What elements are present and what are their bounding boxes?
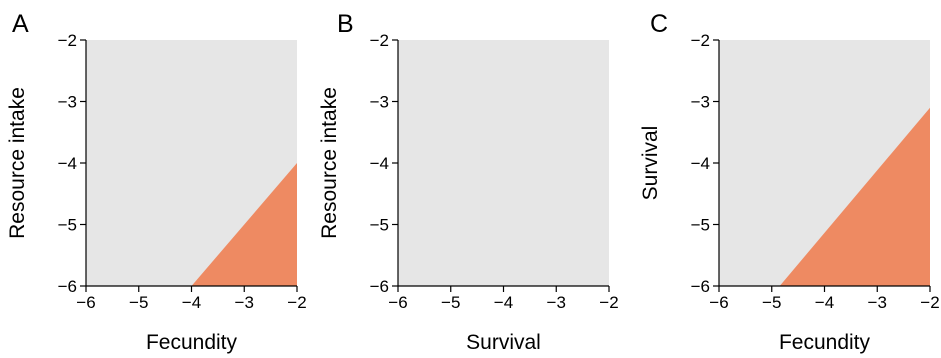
y-axis-label: Survival bbox=[639, 126, 662, 201]
plot-background bbox=[398, 40, 609, 286]
x-tick-label: −6 bbox=[388, 293, 407, 312]
x-tick-label: −6 bbox=[76, 293, 95, 312]
x-tick-label: −2 bbox=[599, 293, 618, 312]
x-tick-label: −5 bbox=[129, 293, 148, 312]
x-tick-label: −2 bbox=[287, 293, 306, 312]
panel-a: −6 −5 −4 −3 −2 −6 −5 −4 −3 −2 Fecundity Resource in… bbox=[6, 10, 307, 354]
y-tick-label: −5 bbox=[370, 216, 389, 235]
y-axis-label: Resource intake bbox=[318, 87, 341, 239]
y-axis-label: Resource intake bbox=[6, 87, 29, 239]
panel-letter: A bbox=[12, 10, 29, 38]
x-tick-label: −6 bbox=[709, 293, 728, 312]
y-tick-label: −6 bbox=[691, 277, 710, 296]
panel-b: −6 −5 −4 −3 −2 −6 −5 −4 −3 −2 Survival Resource int… bbox=[318, 10, 619, 354]
highlight-region bbox=[191, 163, 297, 286]
y-tick-label: −6 bbox=[58, 277, 77, 296]
x-tick-label: −4 bbox=[494, 293, 513, 312]
x-tick-label: −2 bbox=[920, 293, 939, 312]
x-tick-label: −4 bbox=[815, 293, 834, 312]
x-axis-label: Fecundity bbox=[146, 331, 238, 354]
x-axis-label: Survival bbox=[466, 331, 541, 354]
y-tick-label: −3 bbox=[370, 93, 389, 112]
panel-c: −6 −5 −4 −3 −2 −6 −5 −4 −3 −2 Fecundity Survival C bbox=[639, 10, 940, 354]
panel-letter: C bbox=[650, 10, 668, 38]
x-tick-label: −3 bbox=[868, 293, 887, 312]
x-tick-label: −3 bbox=[235, 293, 254, 312]
highlight-region bbox=[779, 107, 930, 286]
y-tick-label: −4 bbox=[58, 154, 77, 173]
y-tick-label: −6 bbox=[370, 277, 389, 296]
y-tick-label: −4 bbox=[370, 154, 389, 173]
y-tick-label: −5 bbox=[691, 216, 710, 235]
y-tick-label: −3 bbox=[58, 93, 77, 112]
x-axis-label: Fecundity bbox=[779, 331, 871, 354]
x-tick-label: −4 bbox=[182, 293, 201, 312]
y-tick-label: −2 bbox=[691, 31, 710, 50]
x-tick-label: −5 bbox=[441, 293, 460, 312]
x-tick-label: −5 bbox=[762, 293, 781, 312]
y-tick-label: −2 bbox=[370, 31, 389, 50]
y-tick-label: −4 bbox=[691, 154, 710, 173]
y-tick-label: −2 bbox=[58, 31, 77, 50]
x-tick-label: −3 bbox=[547, 293, 566, 312]
y-tick-label: −3 bbox=[691, 93, 710, 112]
panel-letter: B bbox=[337, 10, 354, 38]
y-tick-label: −5 bbox=[58, 216, 77, 235]
